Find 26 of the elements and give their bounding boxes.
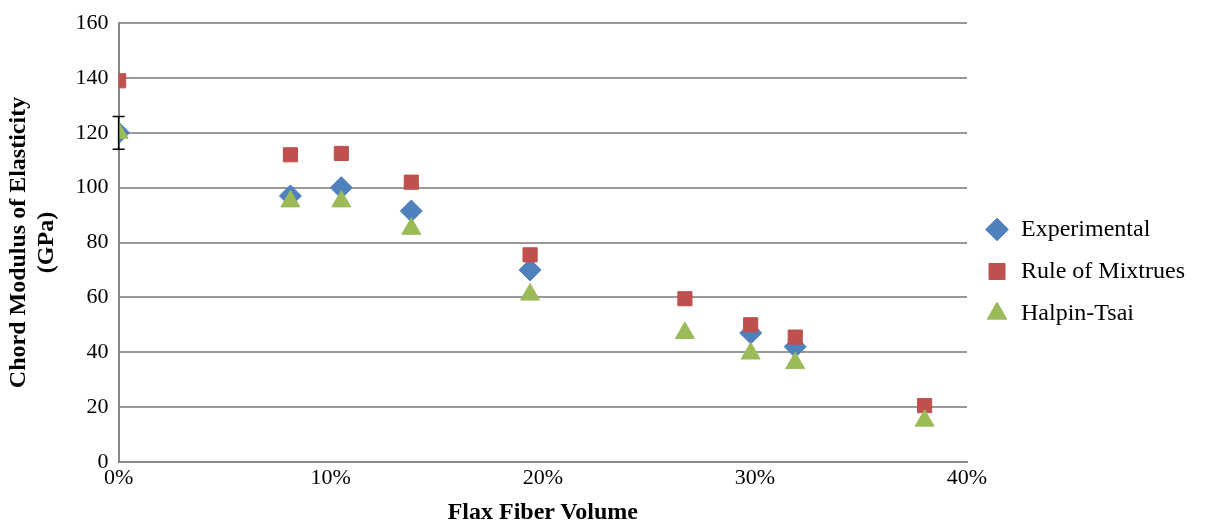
y-axis-title: Chord Modulus of Elasticity (GPa) xyxy=(3,96,59,389)
x-axis-title: Flax Fiber Volume xyxy=(447,497,639,524)
y-tick-label: 120 xyxy=(75,118,109,144)
point xyxy=(399,199,423,223)
y-tick-label: 140 xyxy=(75,63,109,89)
point xyxy=(917,398,933,414)
point xyxy=(403,174,419,190)
legend-label: Experimental xyxy=(1021,214,1151,241)
y-tick-label: 80 xyxy=(86,228,109,254)
point xyxy=(522,247,538,263)
x-tick-label: 20% xyxy=(522,463,563,489)
x-tick-label: 40% xyxy=(946,463,988,489)
y-tick-label: 40 xyxy=(86,337,109,363)
point xyxy=(333,145,349,161)
x-tick-label: 30% xyxy=(734,463,776,489)
y-tick-label: 20 xyxy=(86,392,109,418)
point xyxy=(787,329,803,345)
y-tick-label: 60 xyxy=(86,283,109,309)
y-tick-label: 160 xyxy=(75,8,109,34)
y-tick-label: 100 xyxy=(75,173,109,199)
point xyxy=(677,291,693,307)
legend-label: Halpin-Tsai xyxy=(1021,298,1135,325)
legend-label: Rule of Mixtrues xyxy=(1021,256,1185,283)
x-tick-label: 10% xyxy=(310,463,351,489)
point xyxy=(282,147,298,163)
point xyxy=(743,317,759,333)
